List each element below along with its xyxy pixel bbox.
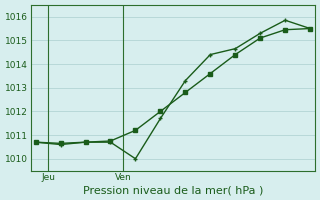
X-axis label: Pression niveau de la mer( hPa ): Pression niveau de la mer( hPa ) <box>83 185 263 195</box>
